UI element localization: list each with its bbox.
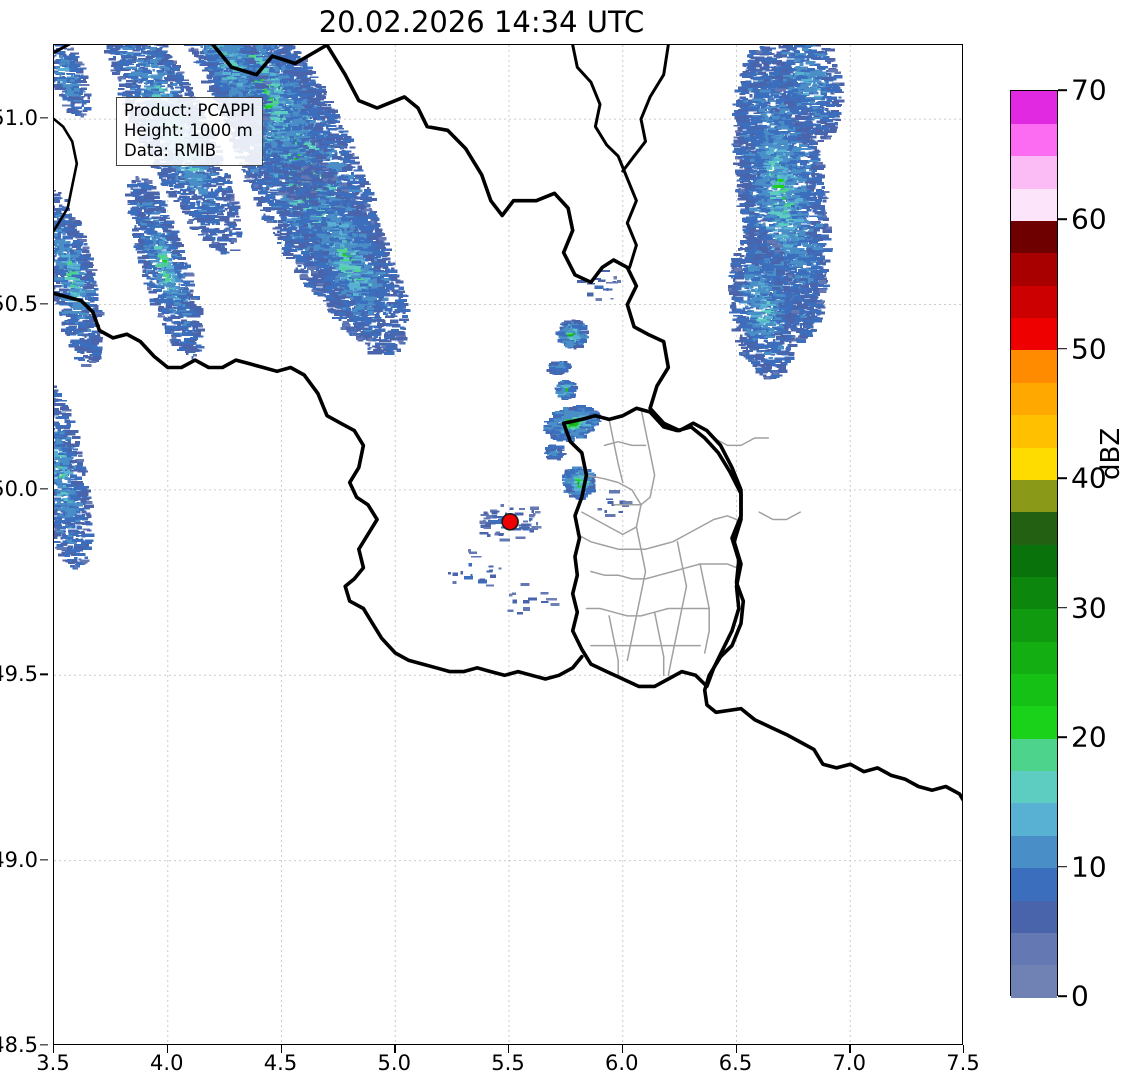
radar-map-plot[interactable]: Product: PCAPPI Height: 1000 m Data: RMI… [53, 44, 963, 1045]
colorbar-tick-label: 0 [1071, 980, 1089, 1013]
colorbar-band [1011, 803, 1057, 836]
colorbar-band [1011, 512, 1057, 545]
colorbar-band [1011, 932, 1057, 965]
x-tick-label: 3.5 [36, 1051, 69, 1075]
colorbar-band [1011, 220, 1057, 253]
y-tick-label: 49.0 [0, 848, 38, 872]
colorbar-band [1011, 285, 1057, 318]
colorbar-band [1011, 965, 1057, 998]
map-canvas [54, 45, 963, 1045]
colorbar-tick-label: 10 [1071, 850, 1107, 883]
radar-site-layer [502, 514, 518, 530]
colorbar-band [1011, 350, 1057, 383]
x-tick-label: 6.0 [605, 1051, 638, 1075]
colorbar-band [1011, 900, 1057, 933]
colorbar-band [1011, 706, 1057, 739]
colorbar-band [1011, 771, 1057, 804]
x-tick-mark [849, 1045, 850, 1053]
colorbar-tick-label: 30 [1071, 591, 1107, 624]
colorbar-band [1011, 868, 1057, 901]
info-product: Product: PCAPPI [124, 101, 255, 121]
colorbar-band [1011, 609, 1057, 642]
info-height: Height: 1000 m [124, 121, 255, 141]
colorbar-tick-label: 20 [1071, 721, 1107, 754]
colorbar-tick-mark [1058, 736, 1067, 738]
colorbar-band [1011, 738, 1057, 771]
colorbar-tick-mark [1058, 477, 1067, 479]
grid-lines [54, 45, 963, 1045]
x-tick-mark [963, 1045, 964, 1053]
x-tick-mark [53, 1045, 54, 1053]
y-tick-mark [40, 859, 48, 860]
colorbar-band [1011, 544, 1057, 577]
info-data: Data: RMIB [124, 141, 255, 161]
colorbar [1010, 90, 1058, 996]
y-tick-label: 51.0 [0, 106, 38, 130]
x-tick-label: 4.5 [264, 1051, 297, 1075]
x-tick-label: 5.5 [491, 1051, 524, 1075]
y-axis-labels: 48.549.049.550.050.551.0 [0, 44, 48, 1045]
y-tick-mark [40, 1044, 48, 1045]
colorbar-axis-label: dBZ [1096, 428, 1126, 480]
y-tick-mark [40, 117, 48, 118]
y-tick-mark [40, 674, 48, 675]
x-tick-mark [167, 1045, 168, 1053]
colorbar-tick-mark [1058, 348, 1067, 350]
colorbar-band [1011, 479, 1057, 512]
page-title: 20.02.2026 14:34 UTC [0, 2, 963, 42]
colorbar-band [1011, 156, 1057, 189]
x-tick-label: 5.0 [378, 1051, 411, 1075]
admin-boundary-layer [577, 408, 800, 675]
colorbar-band [1011, 91, 1057, 124]
colorbar-band [1011, 123, 1057, 156]
colorbar-band [1011, 253, 1057, 286]
colorbar-band [1011, 188, 1057, 221]
colorbar-band [1011, 382, 1057, 415]
colorbar-band [1011, 576, 1057, 609]
colorbar-band [1011, 447, 1057, 480]
y-tick-label: 50.5 [0, 292, 38, 316]
colorbar-tick-mark [1058, 89, 1067, 91]
y-tick-mark [40, 488, 48, 489]
x-tick-label: 6.5 [719, 1051, 752, 1075]
colorbar-tick-label: 60 [1071, 203, 1107, 236]
y-tick-label: 48.5 [0, 1033, 38, 1057]
x-tick-mark [622, 1045, 623, 1053]
colorbar-band [1011, 415, 1057, 448]
colorbar-tick-mark [1058, 607, 1067, 609]
x-tick-mark [394, 1045, 395, 1053]
colorbar-tick-mark [1058, 995, 1067, 997]
x-tick-label: 7.0 [833, 1051, 866, 1075]
colorbar-band [1011, 673, 1057, 706]
x-tick-label: 4.0 [150, 1051, 183, 1075]
x-tick-mark [508, 1045, 509, 1053]
y-tick-label: 50.0 [0, 477, 38, 501]
colorbar-band [1011, 641, 1057, 674]
x-tick-mark [736, 1045, 737, 1053]
y-tick-mark [40, 303, 48, 304]
x-tick-mark [281, 1045, 282, 1053]
colorbar-band [1011, 318, 1057, 351]
colorbar-tick-label: 50 [1071, 332, 1107, 365]
y-tick-label: 49.5 [0, 662, 38, 686]
radar-site-marker[interactable] [502, 514, 518, 530]
colorbar-tick-label: 70 [1071, 74, 1107, 107]
info-box: Product: PCAPPI Height: 1000 m Data: RMI… [116, 97, 263, 166]
colorbar-band [1011, 835, 1057, 868]
colorbar-tick-mark [1058, 219, 1067, 221]
x-tick-label: 7.5 [946, 1051, 979, 1075]
colorbar-tick-mark [1058, 866, 1067, 868]
